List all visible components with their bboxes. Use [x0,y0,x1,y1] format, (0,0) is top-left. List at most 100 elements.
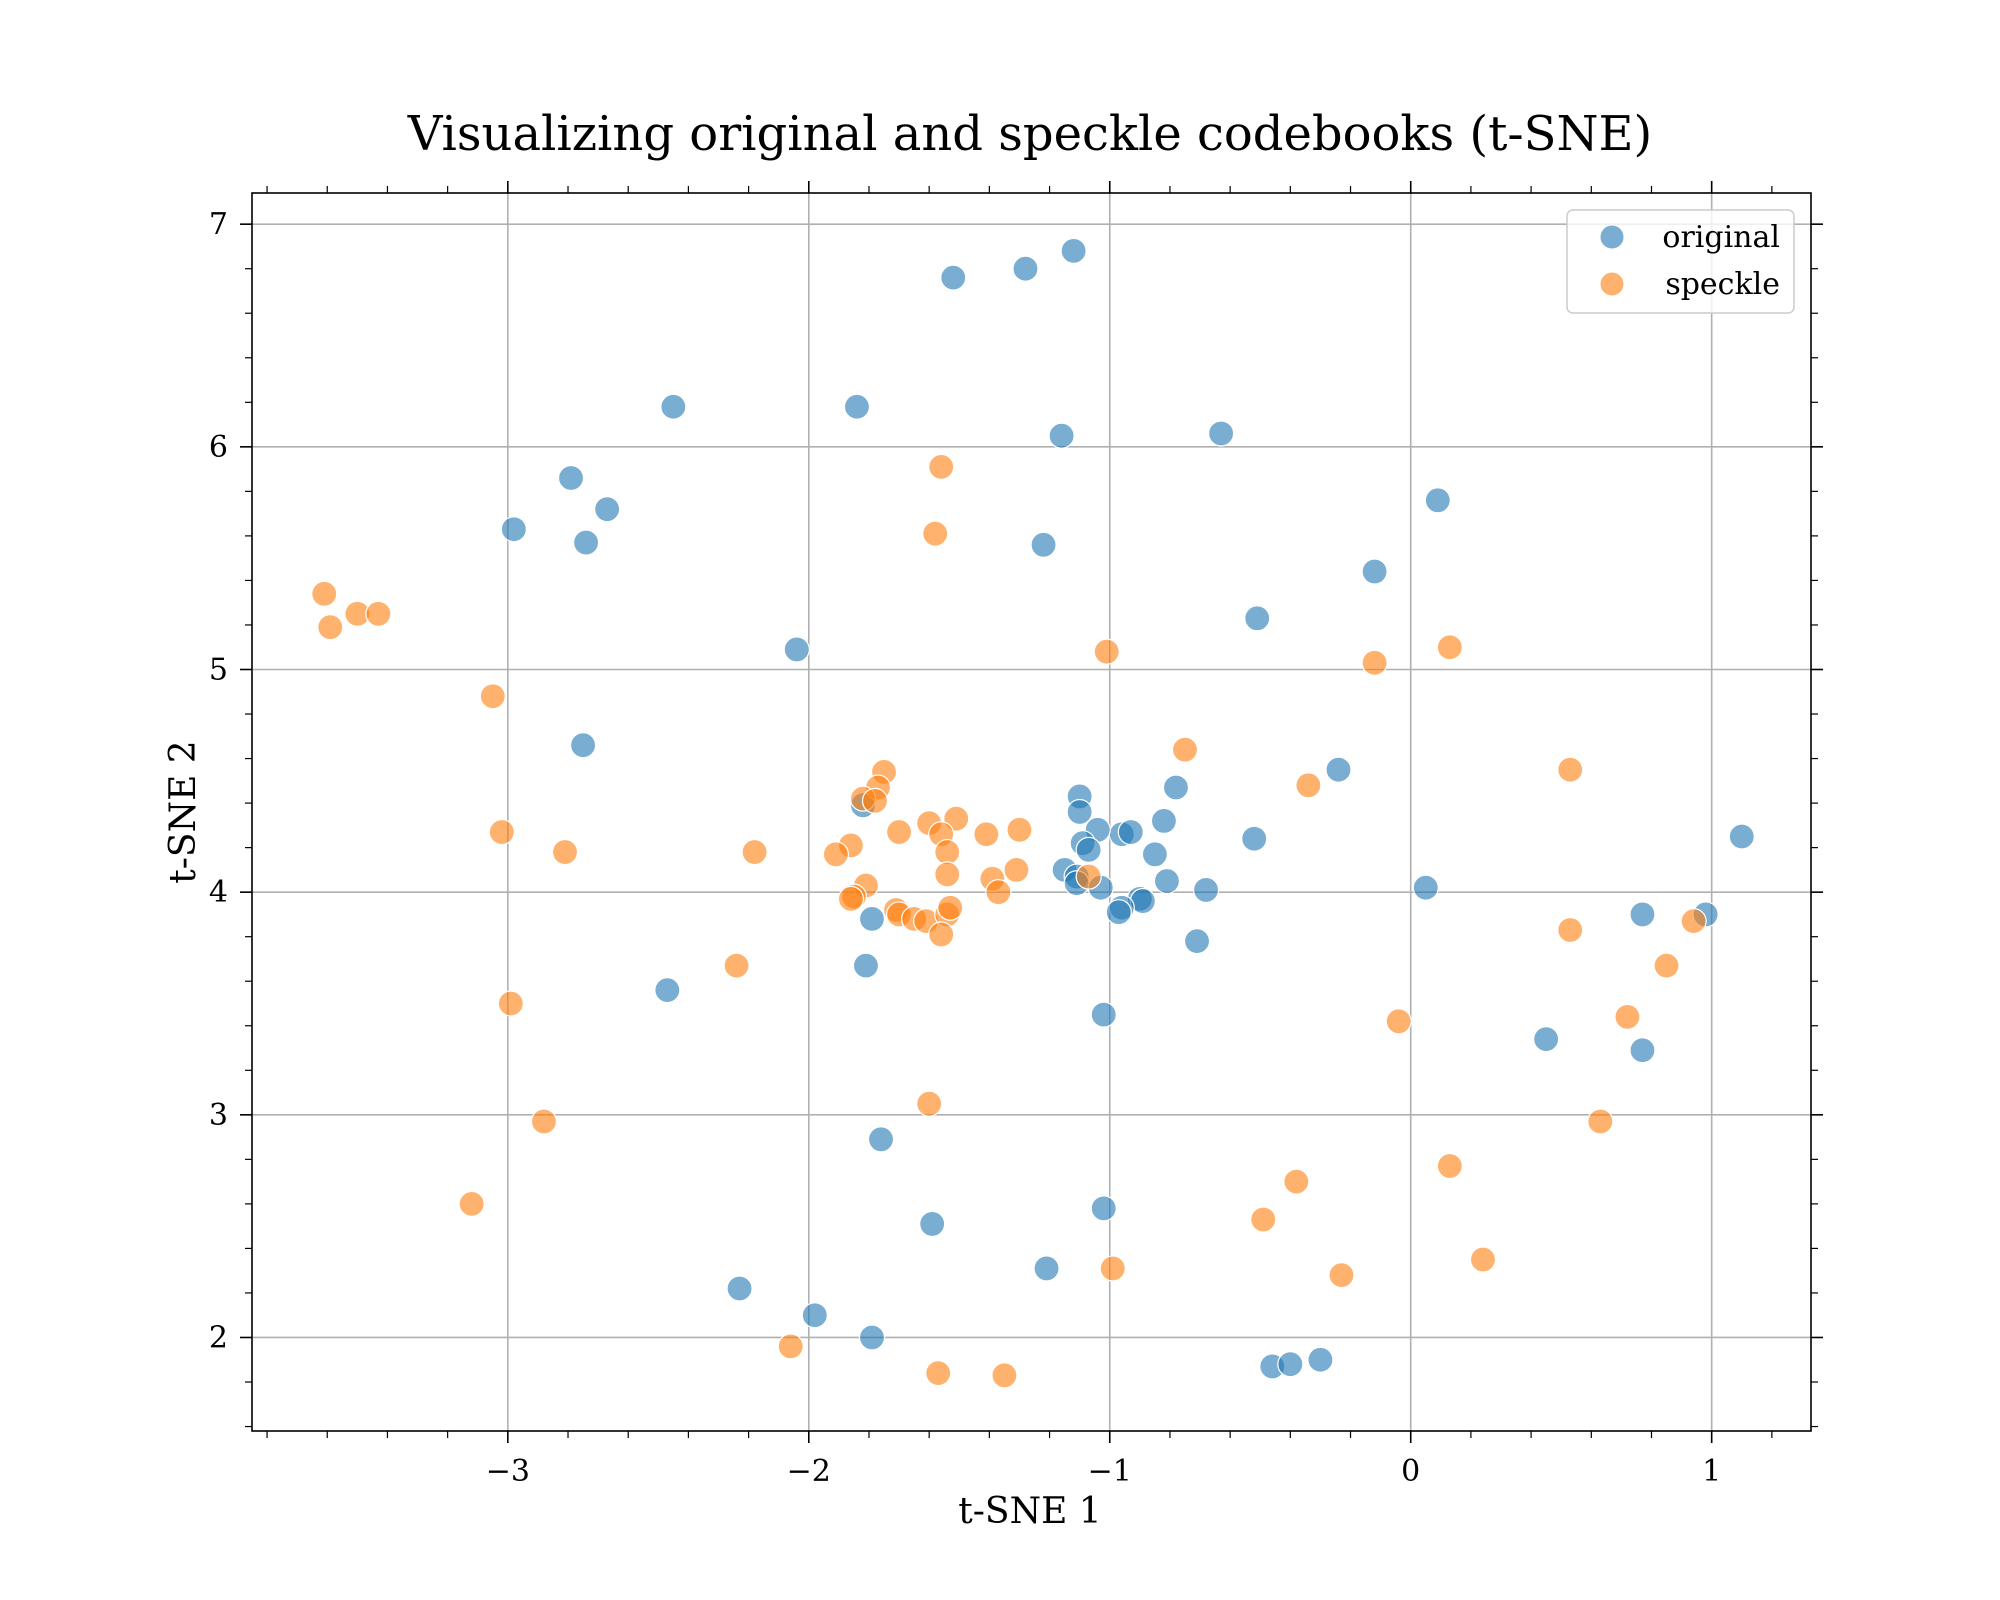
data-point-speckle [530,1108,558,1135]
y-tick-label: 5 [209,652,228,687]
data-point-speckle [1283,1168,1310,1195]
data-point-speckle [1328,1262,1355,1289]
data-point-speckle [991,1362,1018,1389]
data-point-original [557,464,585,492]
data-point-speckle [723,952,750,979]
data-point-original [1141,841,1168,868]
data-point-speckle [1587,1108,1614,1135]
data-point-original [1012,255,1039,282]
data-point-speckle [1469,1246,1497,1273]
data-point-speckle [1436,1152,1463,1180]
x-tick-label: −3 [486,1454,530,1489]
data-point-speckle [311,580,338,607]
data-point-speckle [1385,1008,1412,1035]
data-point-original [1277,1351,1304,1378]
legend: original speckle [1566,209,1795,314]
y-tick-label: 4 [209,875,228,910]
grid [252,193,1811,1431]
data-point-speckle [973,821,1000,848]
data-point-original [1412,874,1439,901]
data-points [311,237,1755,1389]
data-point-original [1629,901,1656,928]
legend-label-original: original [1662,220,1780,255]
data-point-speckle [885,818,913,846]
data-point-speckle [861,787,889,814]
data-point-speckle [1653,952,1680,979]
data-point-original [783,636,810,663]
data-point-original [843,393,871,420]
data-point-speckle [922,520,949,547]
data-point-speckle [1093,638,1120,665]
data-point-original [1629,1037,1656,1064]
y-axis-label: t-SNE 2 [163,740,204,883]
data-point-speckle [916,1090,943,1117]
data-point-speckle [1171,736,1199,763]
data-point-original [1060,237,1087,264]
x-tick-label: −2 [787,1454,831,1489]
data-point-speckle [1614,1003,1641,1030]
data-point-original [1241,825,1268,852]
data-point-original [500,516,527,543]
legend-marker-original [1599,224,1625,250]
x-axis-label: t-SNE 1 [958,1491,1101,1532]
y-tick-label: 3 [209,1098,228,1133]
x-tick-label: −1 [1088,1454,1132,1489]
data-point-speckle [1557,756,1584,783]
data-point-original [1033,1255,1060,1282]
data-point-original [1325,756,1352,783]
data-point-original [1192,876,1220,904]
data-point-original [1117,818,1144,846]
data-point-speckle [1680,908,1707,935]
data-point-speckle [822,841,849,868]
data-point-original [1150,807,1178,835]
data-point-speckle [1295,772,1322,799]
y-tick-label: 2 [209,1320,228,1355]
x-tick-label: 0 [1401,1454,1420,1489]
x-tick-label: 1 [1702,1454,1721,1489]
data-point-speckle [934,861,961,888]
data-point-speckle [1361,649,1388,676]
data-point-original [940,264,967,291]
data-point-speckle [934,838,961,866]
data-point-original [858,1324,886,1351]
data-point-speckle [1099,1255,1126,1282]
data-point-original [1090,1001,1117,1028]
data-point-original [572,529,600,556]
data-point-original [1361,558,1388,585]
data-point-speckle [488,818,515,846]
data-point-original [1728,823,1755,850]
data-point-speckle [777,1333,804,1360]
data-point-speckle [317,614,344,641]
data-point-speckle [1557,916,1584,944]
data-point-speckle [365,600,392,627]
data-point-original [852,952,880,979]
data-point-original [1533,1026,1560,1053]
data-point-original [726,1275,753,1302]
data-point-speckle [479,683,506,710]
data-point-original [858,905,886,932]
data-point-speckle [985,879,1012,906]
data-point-original [1162,774,1190,801]
data-point-original [660,393,687,420]
legend-marker-speckle [1599,271,1625,297]
data-point-original [801,1302,828,1329]
data-point-speckle [1003,856,1030,883]
data-point-original [1208,420,1235,447]
data-point-speckle [1436,634,1463,661]
data-point-original [1090,1195,1117,1222]
data-point-original [569,732,597,759]
data-point-original [1307,1346,1334,1373]
data-point-speckle [497,990,524,1017]
legend-label-speckle: speckle [1665,267,1780,302]
y-tick-label: 6 [209,430,228,465]
data-point-original [1424,487,1451,514]
data-point-original [1183,928,1211,955]
data-point-speckle [1250,1206,1277,1233]
data-point-original [867,1126,895,1153]
data-point-speckle [741,838,768,866]
y-tick-label: 7 [209,207,228,242]
data-point-original [919,1210,946,1238]
data-point-original [654,977,681,1004]
data-point-original [594,496,621,523]
data-point-speckle [458,1190,485,1217]
